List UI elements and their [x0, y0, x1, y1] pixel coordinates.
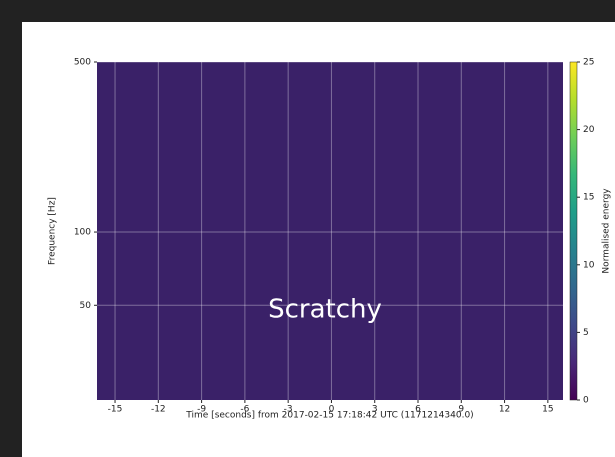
- x-tick-label: 3: [372, 405, 378, 415]
- y-tick-label: 100: [74, 228, 91, 238]
- annotation: Scratchy: [268, 295, 382, 325]
- y-tick-label: 500: [74, 58, 91, 68]
- colorbar-tick-label: 25: [583, 58, 594, 68]
- y-tick-label: 50: [80, 301, 92, 311]
- colorbar-tick-label: 20: [583, 125, 595, 135]
- colorbar-label: Normalised energy: [602, 188, 612, 274]
- colorbar: [569, 61, 578, 401]
- x-tick-label: 15: [542, 405, 553, 415]
- x-tick-label: -6: [240, 405, 249, 415]
- plot-area: [97, 62, 563, 400]
- x-tick-label: -3: [284, 405, 293, 415]
- x-tick-label: 6: [415, 405, 421, 415]
- x-tick-label: 0: [329, 405, 335, 415]
- x-tick-label: -9: [197, 405, 206, 415]
- y-axis-label: Frequency [Hz]: [48, 197, 58, 265]
- x-tick-label: 9: [458, 405, 464, 415]
- x-axis-label: Time [seconds] from 2017-02-15 17:18:42 …: [185, 411, 473, 421]
- x-tick-label: -15: [108, 405, 123, 415]
- colorbar-tick-label: 0: [583, 396, 589, 406]
- colorbar-tick-label: 5: [583, 328, 589, 338]
- x-tick-label: 12: [499, 405, 510, 415]
- colorbar-tick-label: 10: [583, 260, 595, 270]
- x-tick-label: -12: [151, 405, 166, 415]
- colorbar-tick-label: 15: [583, 193, 594, 203]
